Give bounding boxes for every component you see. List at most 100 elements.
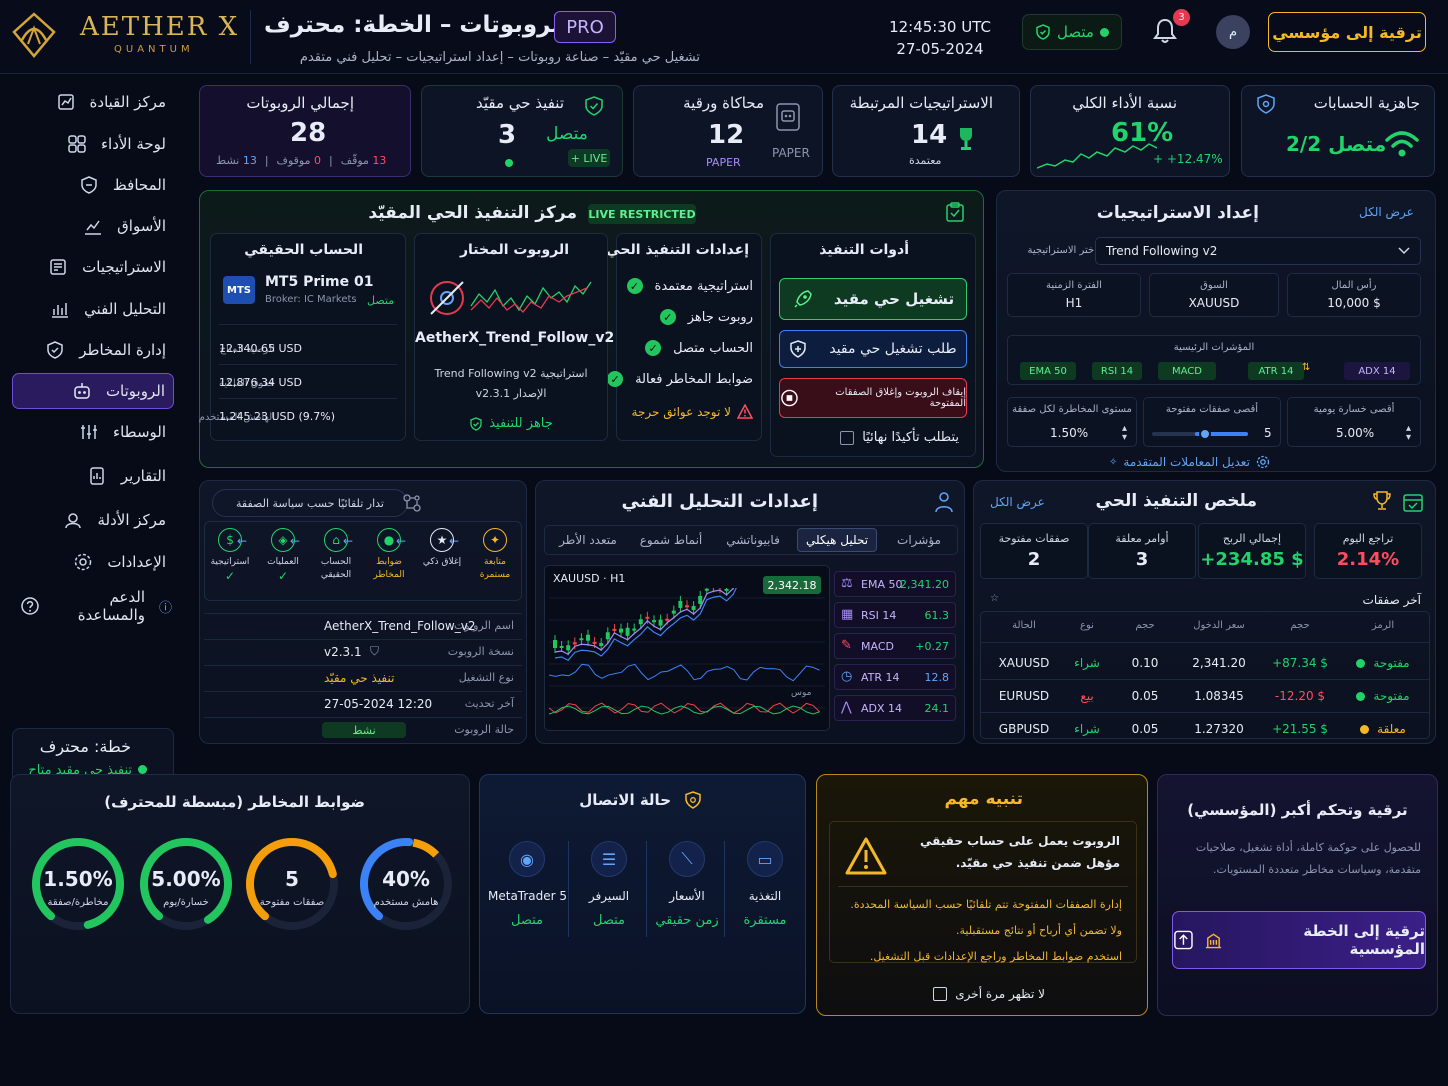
ta-indicator-row[interactable]: ⋀ ADX 14 24.1 <box>834 695 956 721</box>
checkbox[interactable] <box>840 430 855 445</box>
indicator-chip[interactable]: ADX 14 <box>1344 362 1410 380</box>
sidebar-item-label: لوحة الأداء <box>100 135 166 153</box>
ta-tab-4[interactable]: أنماط شموع <box>639 533 703 547</box>
indicator-chip[interactable]: MACD <box>1158 362 1216 380</box>
table-header: سعر الدخول <box>1193 620 1245 631</box>
sidebar-item-8[interactable]: الروبوتات <box>12 373 174 409</box>
run-live-button[interactable]: تشغيل حي مقيد <box>779 278 967 320</box>
summary-kpi: صفقات مفتوحة 2 <box>980 523 1088 579</box>
sidebar-item-6[interactable]: التحليل الفني <box>12 291 174 327</box>
market-field[interactable]: السوق XAUUSD <box>1149 273 1279 317</box>
gauge-label: مخاطرة/صفقة <box>47 897 109 908</box>
sidebar-item-9[interactable]: الوسطاء <box>12 414 174 450</box>
view-all-link[interactable]: عرض الكل <box>990 495 1045 509</box>
checkbox[interactable] <box>933 987 948 1001</box>
stop-robot-button[interactable]: إيقاف الروبوت وإغلاق الصفقات المفتوحة <box>779 378 967 418</box>
ta-tab-1[interactable]: مؤشرات <box>897 533 941 547</box>
strategies-sub: معتمدة <box>909 154 942 167</box>
stepper-icon[interactable]: ▴ ▾ <box>1406 423 1412 443</box>
indicator-chip[interactable]: RSI 14 <box>1092 362 1142 380</box>
capital-field[interactable]: رأس المال 10,000 $ <box>1287 273 1421 317</box>
ta-indicator-row[interactable]: ◷ ATR 14 12.8 <box>834 664 956 690</box>
section-title: إعداد الاستراتيجيات <box>1096 203 1259 223</box>
server-icon: ☰ <box>591 841 627 877</box>
stepper-icon[interactable]: ▴ ▾ <box>1122 423 1128 443</box>
bell-icon[interactable] <box>1150 16 1180 46</box>
price-chart[interactable]: XAUUSD · H1 2,342.18 موس <box>544 565 830 731</box>
ema-line <box>554 588 735 656</box>
table-row[interactable]: مفتوحة +87.34 $ 2,341.20 0.10 شراء XAUUSD <box>981 646 1429 679</box>
ta-tab-3[interactable]: فابيوناتشي <box>726 533 780 547</box>
indicator-sort-icon[interactable]: ⇅ <box>1302 362 1311 373</box>
logo-name: AETHER X <box>80 12 240 42</box>
cell-lot: 0.10 <box>1131 656 1159 670</box>
ta-indicator-row[interactable]: ▦ RSI 14 61.3 <box>834 602 956 628</box>
info-label: حالة الروبوت <box>454 723 514 736</box>
performance-change: + +12.47% <box>1153 152 1223 166</box>
policy-hint-pill: تدار تلقائيًا حسب سياسة الصفقة <box>212 489 408 517</box>
daily-loss-field[interactable]: أقصى خسارة يومية 5.00% ▴ ▾ <box>1287 397 1421 447</box>
live-value: 3 <box>498 120 517 150</box>
shield-check-icon <box>1036 24 1050 40</box>
ta-indicator-row[interactable]: ⚖ EMA 50 2,341.20 <box>834 571 956 597</box>
indicator-chip[interactable]: EMA 50 <box>1020 362 1076 380</box>
gauge-value: 5.00% <box>151 867 221 891</box>
sidebar-item-label: الوسطاء <box>113 423 166 441</box>
advanced-params-link[interactable]: تعديل المعاملات المتقدمة ✧ <box>1109 455 1270 469</box>
table-row[interactable]: مفتوحة -12.20 $ 1.08345 0.05 بيع EURUSD <box>981 679 1429 712</box>
connection-item: ▭ التغذية مستقرة <box>726 841 804 928</box>
shield-gear-icon <box>685 791 701 809</box>
upgrade-enterprise-plan-button[interactable]: ترقية إلى الخطة المؤسسية <box>1172 911 1426 969</box>
check-item: ضوابط المخاطر فعالة ✓ <box>607 371 753 387</box>
upgrade-enterprise-button[interactable]: ترقية إلى مؤسسي <box>1268 12 1426 52</box>
max-open-slider[interactable] <box>1152 428 1248 440</box>
strategy-select[interactable]: Trend Following v2 <box>1095 237 1421 265</box>
risk-gauge: 1.50% مخاطرة/صفقة <box>29 835 127 933</box>
max-open-field[interactable]: أقصى صفقات مفتوحة 5 <box>1143 397 1281 447</box>
live-dot <box>505 159 513 167</box>
sidebar-item-3[interactable]: المحافظ <box>12 167 174 203</box>
timeframe-field[interactable]: الفترة الزمنية H1 <box>1007 273 1141 317</box>
sidebar-item-1[interactable]: مركز القيادة <box>12 84 174 120</box>
paper-sub: PAPER <box>706 156 741 169</box>
clock-time: 12:45:30 UTC <box>889 18 991 36</box>
paper-tag: PAPER <box>772 146 810 160</box>
sidebar-item-13[interactable]: الدعم والمساعدة ⓘ <box>12 588 174 624</box>
sub-chart-label: موس <box>791 688 812 698</box>
sidebar-item-12[interactable]: الإعدادات <box>12 544 174 580</box>
account-row-value: 12,340.65 USD <box>219 342 302 355</box>
status-dot <box>1356 658 1366 668</box>
step-label: إغلاق ذكي <box>422 557 462 567</box>
sidebar-item-2[interactable]: لوحة الأداء <box>12 126 174 162</box>
dont-show-checkbox[interactable]: لا تظهر مرة أخرى <box>933 987 1045 1001</box>
indicator-chip[interactable]: ATR 14 <box>1248 362 1304 380</box>
sidebar-item-5[interactable]: الاستراتيجيات <box>12 249 174 285</box>
sidebar-item-11[interactable]: مركز الأدلة <box>12 502 174 538</box>
info-value: AetherX_Trend_Follow_v2 <box>324 619 476 633</box>
ta-indicator-row[interactable]: ✎ MACD +0.27 <box>834 633 956 659</box>
trophy-icon <box>1373 491 1391 510</box>
enterprise-upgrade-card: ترقية وتحكم أكبر (المؤسسي) للحصول على حو… <box>1157 774 1438 1016</box>
account-row-label: الرصيد المتاح <box>219 344 275 355</box>
info-icon[interactable]: ⓘ <box>158 600 172 616</box>
connection-status[interactable]: متصل <box>1022 14 1122 50</box>
check-icon: ✓ <box>224 569 236 583</box>
avatar[interactable]: م <box>1216 15 1250 49</box>
ta-tab-2[interactable]: تحليل هيكلي <box>797 528 877 552</box>
request-live-button[interactable]: طلب تشغيل حي مقيد <box>779 330 967 368</box>
panel-title: الروبوت المختار <box>459 242 569 258</box>
logo[interactable]: AETHER X QUANTUM <box>8 8 248 64</box>
slider-handle[interactable] <box>1198 428 1211 440</box>
execution-tools-panel: أدوات التنفيذ تشغيل حي مقيد طلب تشغيل حي… <box>770 233 976 457</box>
ta-tab-5[interactable]: متعدد الأطر <box>559 533 617 547</box>
signal-line <box>549 705 820 715</box>
final-confirm-checkbox[interactable]: يتطلب تأكيدًا نهائيًا <box>840 430 959 445</box>
info-value: 27-05-2024 12:20 <box>324 697 433 711</box>
view-all-link[interactable]: عرض الكل <box>1359 205 1414 219</box>
sidebar-item-10[interactable]: التقارير <box>12 458 174 494</box>
risk-per-trade-field[interactable]: مستوى المخاطرة لكل صفقة 1.50% ▴ ▾ <box>1007 397 1137 447</box>
table-row[interactable]: معلقة +21.55 $ 1.27320 0.05 شراء GBPUSD <box>981 712 1429 745</box>
sidebar-item-4[interactable]: الأسواق <box>12 208 174 244</box>
sidebar-item-7[interactable]: إدارة المخاطر <box>12 332 174 368</box>
stat-label: الاستراتيجيات المرتبطة <box>849 94 993 112</box>
